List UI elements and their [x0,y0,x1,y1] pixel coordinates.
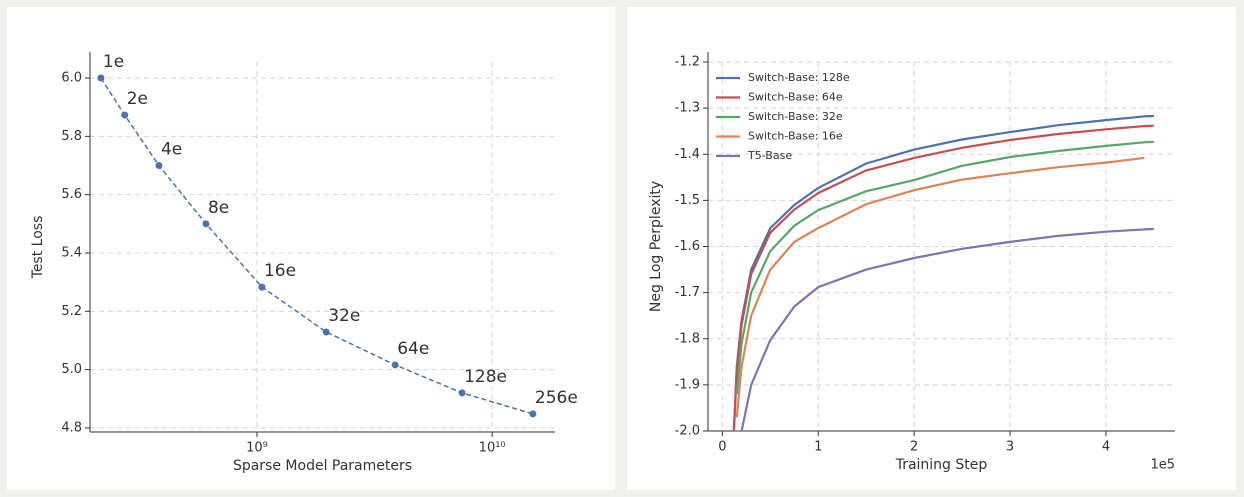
x-tick-label: 4 [1102,440,1110,455]
y-tick-label: -1.4 [675,147,700,162]
y-tick-label: -2.0 [675,424,700,439]
x-tick-label: 2 [910,440,918,455]
x-offset-label: 1e5 [1150,458,1175,473]
y-tick-label: -1.6 [675,239,700,254]
point-label: 128e [464,367,507,387]
y-tick-label: -1.3 [675,101,700,116]
panel [627,7,1236,490]
y-tick-label: 5.2 [61,304,82,319]
y-tick-label: -1.5 [675,193,700,208]
point [258,283,266,291]
y-tick-label: 5.6 [61,187,82,202]
y-tick-label: -1.7 [675,285,700,300]
x-tick-label: 0 [718,440,726,455]
point-label: 8e [208,198,229,218]
y-tick-label: 5.4 [61,245,82,260]
series-line [740,227,1154,432]
y-tick-label: -1.8 [675,331,700,346]
point-label: 1e [103,52,124,72]
point [155,162,163,170]
point-label: 64e [397,339,429,359]
point [322,328,330,336]
series-line [732,124,1154,432]
x-tick-label: 10¹⁰ [479,441,506,456]
x-axis-label: Sparse Model Parameters [233,458,412,474]
y-axis-label: Neg Log Perplexity [648,181,664,312]
y-tick-label: -1.2 [675,55,700,70]
point-label: 16e [264,261,296,281]
series-line [735,140,1154,395]
point [391,361,399,369]
legend-label: Switch-Base: 32e [748,110,843,123]
x-tick-label: 1 [814,440,822,455]
point [529,410,537,418]
point [97,74,105,82]
legend-label: Switch-Base: 16e [748,130,843,143]
legend-label: Switch-Base: 64e [748,91,843,104]
y-axis-label: Test Loss [30,216,46,280]
y-tick-label: 5.8 [61,129,82,144]
point [121,111,129,119]
legend-label: Switch-Base: 128e [748,71,850,84]
series-line [735,156,1145,418]
x-axis-label: Training Step [895,457,988,473]
y-tick-label: 4.8 [61,420,82,435]
y-tick-label: 6.0 [61,71,82,86]
x-tick-label: 3 [1006,440,1014,455]
point-label: 256e [535,388,578,408]
point [458,389,466,397]
x-tick-label: 10⁹ [246,441,268,456]
point-label: 32e [328,306,360,326]
y-tick-label: -1.9 [675,377,700,392]
point-label: 2e [127,89,148,109]
point-label: 4e [161,140,182,160]
legend-label: T5-Base [747,149,792,162]
panel [7,7,615,490]
y-tick-label: 5.0 [61,362,82,377]
point [202,220,210,228]
